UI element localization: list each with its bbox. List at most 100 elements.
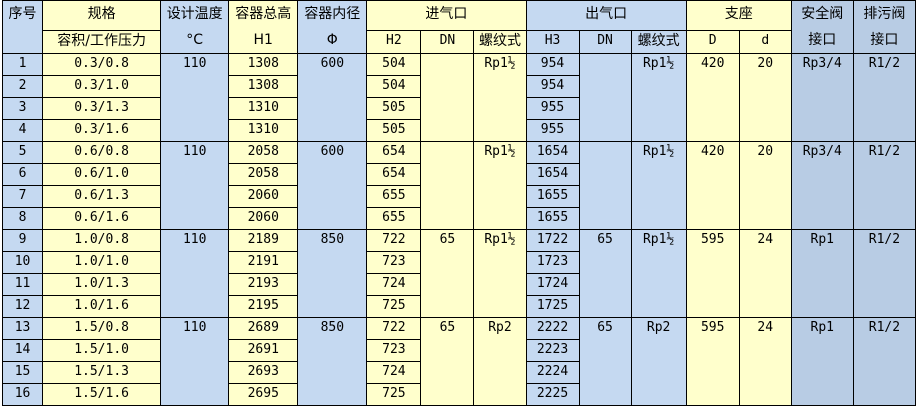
cell-h3: 955 [525, 97, 580, 120]
cell-h2: 654 [366, 163, 422, 186]
cell-seq: 15 [1, 361, 44, 384]
cell-safety-valve: Rp1 [790, 317, 854, 406]
cell-h2: 724 [366, 361, 422, 384]
cell-spec: 1.5/1.0 [42, 339, 162, 362]
header-d: d [738, 29, 792, 55]
cell-h2: 654 [366, 141, 422, 164]
cell-in-thread: Rp1½ [473, 53, 527, 142]
table-row: 7 0.6/1.3 2060 655 1655 [1, 185, 916, 208]
cell-safety-valve: Rp3/4 [790, 53, 854, 142]
header-outlet: 出气口 [525, 0, 687, 31]
cell-in-thread: Rp1½ [473, 229, 527, 318]
cell-h3: 2224 [525, 361, 580, 384]
cell-seq: 7 [1, 185, 44, 208]
cell-diameter: 600 [297, 53, 368, 142]
cell-spec: 1.0/1.3 [42, 273, 162, 296]
cell-h3: 1654 [525, 141, 580, 164]
cell-h1: 2695 [228, 383, 299, 406]
cell-h3: 1655 [525, 207, 580, 230]
cell-out-dn [578, 53, 632, 142]
table-row: 5 0.6/0.8 110 2058 600 654 Rp1½ 1654 Rp1½ 420 20 Rp… [1, 141, 917, 230]
cell-diameter: 850 [297, 229, 368, 318]
header-diameter: 容器内径 Φ [297, 0, 368, 54]
cell-spec: 0.6/1.3 [42, 185, 162, 208]
header-out-dn: DN [578, 29, 632, 55]
table-row: 16 1.5/1.6 2695 725 2225 [1, 383, 916, 406]
cell-d: 24 [738, 317, 792, 406]
cell-D: 420 [685, 141, 740, 230]
cell-h2: 723 [366, 339, 422, 362]
cell-h1: 2689 [228, 317, 299, 340]
cell-out-thread: Rp2 [630, 317, 687, 406]
cell-diameter: 850 [297, 317, 368, 406]
cell-h2: 723 [366, 251, 422, 274]
cell-h1: 2691 [228, 339, 299, 362]
cell-out-dn: 65 [578, 229, 632, 318]
cell-diameter: 600 [297, 141, 368, 230]
cell-spec: 0.6/0.8 [42, 141, 162, 164]
cell-seq: 16 [1, 383, 44, 406]
cell-in-dn [420, 141, 475, 230]
cell-h3: 2225 [525, 383, 580, 406]
cell-spec: 1.0/1.6 [42, 295, 162, 318]
cell-h2: 505 [366, 97, 422, 120]
cell-h3: 2223 [525, 339, 580, 362]
cell-d: 24 [738, 229, 792, 318]
cell-h1: 2693 [228, 361, 299, 384]
cell-h3: 1725 [525, 295, 580, 318]
header-h3: H3 [525, 29, 580, 55]
cell-h1: 1310 [228, 119, 299, 142]
cell-spec: 0.3/0.8 [42, 53, 162, 76]
cell-drain-valve: R1/2 [852, 53, 917, 142]
cell-spec: 1.0/0.8 [42, 229, 162, 252]
table-row: 10 1.0/1.0 2191 723 1723 [1, 251, 916, 274]
cell-h1: 1310 [228, 97, 299, 120]
cell-in-dn: 65 [420, 317, 475, 406]
cell-spec: 0.3/1.3 [42, 97, 162, 120]
cell-seq: 8 [1, 207, 44, 230]
cell-h2: 504 [366, 53, 422, 76]
cell-h3: 955 [525, 119, 580, 142]
cell-h1: 2060 [228, 207, 299, 230]
cell-spec: 1.5/1.6 [42, 383, 162, 406]
cell-D: 595 [685, 317, 740, 406]
cell-h3: 1722 [525, 229, 580, 252]
header-spec: 规格 [42, 0, 162, 31]
cell-seq: 10 [1, 251, 44, 274]
cell-out-dn: 65 [578, 317, 632, 406]
table-row: 13 1.5/0.8 110 2689 850 722 65 Rp2 2222 65 Rp2 595 2… [1, 317, 917, 406]
cell-seq: 9 [1, 229, 44, 252]
cell-h2: 655 [366, 207, 422, 230]
cell-h1: 2189 [228, 229, 299, 252]
cell-spec: 0.3/1.6 [42, 119, 162, 142]
cell-spec: 0.3/1.0 [42, 75, 162, 98]
cell-h2: 722 [366, 317, 422, 340]
cell-h2: 655 [366, 185, 422, 208]
cell-seq: 11 [1, 273, 44, 296]
cell-h3: 1654 [525, 163, 580, 186]
header-out-thread: 螺纹式 [630, 29, 687, 55]
cell-h1: 2191 [228, 251, 299, 274]
table-row: 9 1.0/0.8 110 2189 850 722 65 Rp1½ 1722 65 Rp1½ 595… [1, 229, 917, 318]
cell-seq: 6 [1, 163, 44, 186]
cell-drain-valve: R1/2 [852, 317, 917, 406]
cell-spec: 1.5/1.3 [42, 361, 162, 384]
cell-h3: 1655 [525, 185, 580, 208]
cell-seq: 1 [1, 53, 44, 76]
cell-spec: 0.6/1.6 [42, 207, 162, 230]
cell-drain-valve: R1/2 [852, 229, 917, 318]
cell-safety-valve: Rp1 [790, 229, 854, 318]
cell-seq: 14 [1, 339, 44, 362]
cell-h1: 1308 [228, 53, 299, 76]
header-temp: 设计温度 °C [160, 0, 230, 54]
cell-seq: 3 [1, 97, 44, 120]
table-row: 8 0.6/1.6 2060 655 1655 [1, 207, 916, 230]
header-D: D [685, 29, 740, 55]
cell-h3: 2222 [525, 317, 580, 340]
cell-h2: 725 [366, 383, 422, 406]
cell-h1: 2058 [228, 141, 299, 164]
cell-h1: 2193 [228, 273, 299, 296]
cell-seq: 5 [1, 141, 44, 164]
cell-out-thread: Rp1½ [630, 141, 687, 230]
header-drain-valve: 排污阀 接口 [852, 0, 917, 54]
